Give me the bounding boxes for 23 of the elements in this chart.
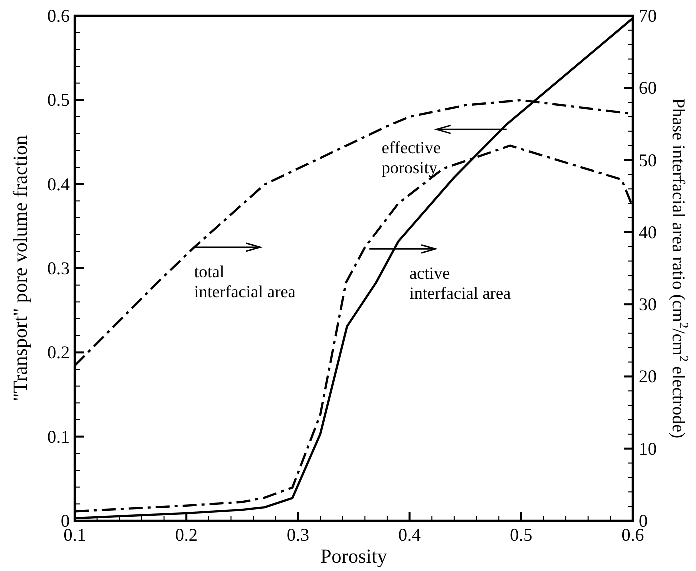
annotation: effective porosity: [382, 138, 442, 178]
y2-tick-label: 60: [639, 78, 657, 98]
annotation: active interfacial area: [410, 264, 512, 304]
y2-tick-label: 30: [639, 294, 657, 315]
y2-tick-label: 20: [639, 366, 657, 387]
y-tick-label: 0.3: [48, 258, 70, 278]
y2-tick-label: 10: [639, 438, 657, 459]
x-tick-label: 0.2: [175, 525, 198, 545]
y-tick-label: 0.2: [48, 342, 70, 363]
y2-tick-label: 70: [639, 6, 657, 26]
x-tick-label: 0.4: [398, 525, 422, 545]
x-tick-label: 0.5: [510, 525, 533, 545]
y-axis-title: "Transport" pore volume fraction: [10, 135, 32, 402]
y2-tick-label: 50: [639, 150, 657, 170]
annotation: total interfacial area: [194, 262, 296, 302]
y-tick-label: 0.1: [48, 426, 70, 447]
y-tick-label: 0.4: [48, 174, 70, 194]
y2-tick-label: 40: [639, 222, 657, 242]
x-axis-title: Porosity: [320, 546, 388, 568]
line-series: [74, 17, 634, 520]
y-tick-label: 0.5: [48, 90, 70, 110]
x-tick-label: 0.3: [286, 525, 310, 545]
y-tick-label: 0.6: [48, 6, 70, 26]
